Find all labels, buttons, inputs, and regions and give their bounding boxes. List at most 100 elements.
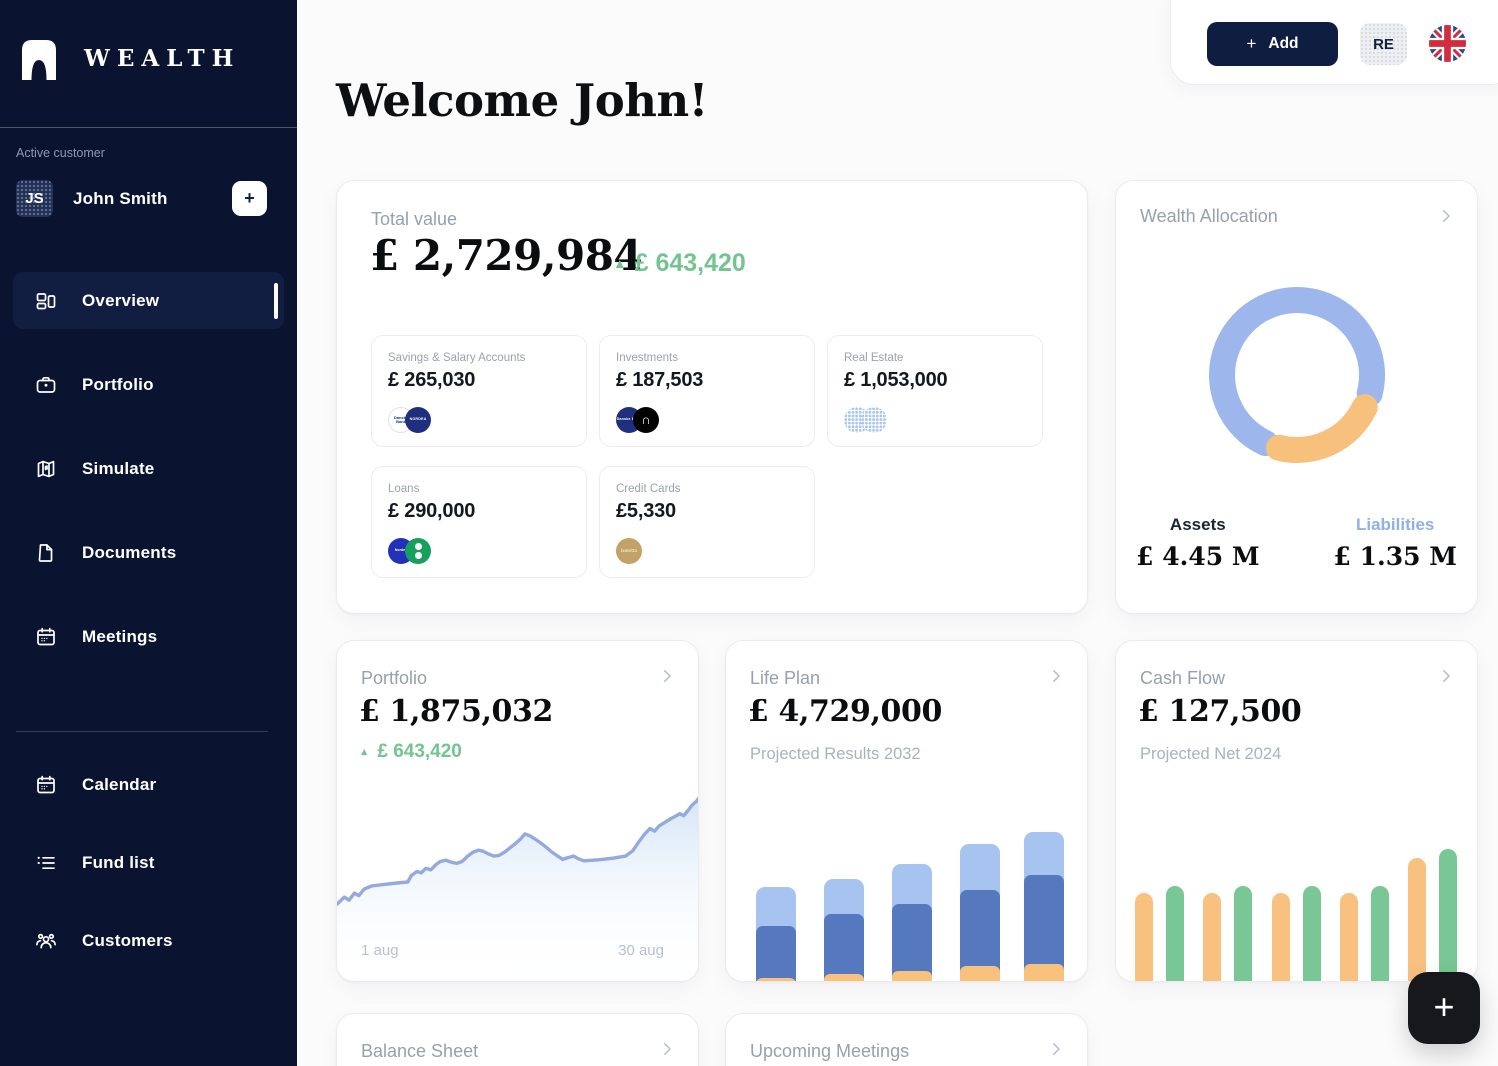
sidebar-item-customers[interactable]: Customers [13, 912, 284, 969]
sidebar-nav-primary: Overview Portfolio Simulate Documents Meetin… [0, 272, 297, 692]
delta-up-icon: ▲ [359, 746, 370, 758]
liabilities-label: Liabilities [1355, 515, 1435, 534]
wealth-allocation-chevron-icon[interactable] [1437, 207, 1455, 225]
bank-logo-icons: Nordea [388, 538, 431, 564]
account-card-savings-salary-accounts: Savings & Salary Accounts £ 265,030 Danske… [371, 335, 587, 447]
sidebar-item-calendar[interactable]: Calendar [13, 756, 284, 813]
customer-avatar: JS [16, 180, 53, 217]
uk-flag-icon[interactable] [1429, 25, 1466, 62]
account-label: Savings & Salary Accounts [388, 352, 526, 364]
bank-logo-icons: Danske Bank NORDEA [388, 407, 431, 433]
sidebar-item-simulate[interactable]: Simulate [13, 440, 284, 497]
customer-name: John Smith [73, 188, 168, 208]
portfolio-value: £ 1,875,032 [359, 694, 553, 729]
plus-icon: + [1433, 985, 1455, 1027]
liabilities-legend-item: Liabilities £ 1.35 M [1334, 515, 1457, 571]
account-card-investments: Investments £ 187,503 Danske Bank ∩ [599, 335, 815, 447]
header-actions-card: + Add RE [1170, 0, 1498, 85]
life-plan-stacked-bar-chart [756, 832, 1064, 981]
brand: WEALTH [16, 34, 240, 82]
bank-logo-icon [861, 407, 887, 433]
balance-sheet-chevron-icon[interactable] [658, 1040, 676, 1058]
life-plan-title: Life Plan [750, 668, 821, 688]
active-customer-label: Active customer [16, 146, 105, 160]
sidebar-item-label: Fund list [82, 852, 155, 872]
upcoming-meetings-card: Upcoming Meetings [725, 1013, 1088, 1066]
fab-add-button[interactable]: + [1408, 972, 1480, 1044]
active-customer-row: JS John Smith + [16, 180, 281, 217]
total-value-card: Total value £ 2,729,984 ▲ £ 643,420 Savi… [336, 180, 1088, 614]
sidebar-item-label: Meetings [82, 626, 158, 646]
liabilities-value: £ 1.35 M [1333, 542, 1457, 571]
cash-flow-bar-chart [1135, 849, 1457, 981]
document-icon [31, 538, 61, 568]
cash-flow-chevron-icon[interactable] [1437, 667, 1455, 685]
add-button-label: Add [1268, 35, 1299, 52]
life-plan-chevron-icon[interactable] [1047, 667, 1065, 685]
map-icon [31, 454, 61, 484]
sidebar-nav-secondary: Calendar Fund list Customers [0, 756, 297, 990]
account-label: Loans [388, 483, 420, 495]
add-button[interactable]: + Add [1207, 22, 1338, 66]
life-plan-value: £ 4,729,000 [748, 694, 942, 729]
sidebar-item-documents[interactable]: Documents [13, 524, 284, 581]
upcoming-meetings-title: Upcoming Meetings [750, 1041, 910, 1061]
cash-flow-value: £ 127,500 [1138, 694, 1302, 729]
sidebar-item-portfolio[interactable]: Portfolio [13, 356, 284, 413]
calendar-icon [31, 622, 61, 652]
page-title: Welcome John! [336, 74, 708, 127]
sidebar-item-meetings[interactable]: Meetings [13, 608, 284, 665]
balance-sheet-title: Balance Sheet [361, 1041, 479, 1061]
account-card-credit-cards: Credit Cards £5,330 bonviGo [599, 466, 815, 578]
portfolio-chevron-icon[interactable] [658, 667, 676, 685]
life-plan-card: Life Plan £ 4,729,000 Projected Results … [725, 640, 1088, 982]
account-label: Investments [616, 352, 678, 364]
sidebar-divider [0, 127, 297, 128]
balance-sheet-card: Balance Sheet [336, 1013, 699, 1066]
plus-icon: + [1246, 34, 1257, 53]
add-customer-button[interactable]: + [232, 181, 267, 216]
account-label: Real Estate [844, 352, 904, 364]
bank-logo-icons [844, 407, 887, 433]
assets-legend-item: Assets £ 4.45 M [1136, 515, 1259, 571]
sidebar-item-fund-list[interactable]: Fund list [13, 834, 284, 891]
x-axis-end-label: 30 aug [618, 942, 664, 959]
brand-name: WEALTH [84, 44, 241, 72]
bank-logo-icons: Danske Bank ∩ [616, 407, 659, 433]
x-axis-start-label: 1 aug [361, 942, 399, 959]
account-card-loans: Loans £ 290,000 Nordea [371, 466, 587, 578]
portfolio-delta: ▲ £ 643,420 [359, 741, 462, 763]
sidebar-item-label: Documents [82, 542, 177, 562]
total-value-label: Total value [371, 209, 458, 229]
calendar-icon [31, 770, 61, 800]
briefcase-icon [31, 370, 61, 400]
portfolio-delta-amount: £ 643,420 [377, 741, 462, 762]
profile-badge[interactable]: RE [1360, 23, 1407, 65]
sidebar-item-label: Overview [82, 290, 160, 310]
sidebar-item-label: Customers [82, 930, 173, 950]
cash-flow-subtitle: Projected Net 2024 [1140, 745, 1282, 763]
brand-logo-icon [22, 40, 56, 80]
bank-logo-icons: bonviGo [616, 538, 642, 564]
delta-up-icon: ▲ [613, 256, 627, 271]
assets-label: Assets [1169, 515, 1226, 534]
total-value-delta: ▲ £ 643,420 [613, 249, 746, 278]
account-value: £ 187,503 [616, 369, 704, 391]
wealth-allocation-card: Wealth Allocation Assets £ 4.45 M Liabil… [1115, 180, 1478, 614]
users-icon [31, 926, 61, 956]
accounts-grid: Savings & Salary Accounts £ 265,030 Danske… [371, 335, 1043, 578]
cash-flow-title: Cash Flow [1140, 668, 1226, 688]
wealth-allocation-title: Wealth Allocation [1140, 206, 1278, 226]
sidebar-item-label: Calendar [82, 774, 157, 794]
dashboard-icon [31, 286, 61, 316]
portfolio-area-chart [337, 796, 698, 981]
sidebar-item-label: Portfolio [82, 374, 154, 394]
allocation-legend: Assets £ 4.45 M Liabilities £ 1.35 M [1116, 515, 1477, 571]
sidebar-divider-2 [16, 731, 268, 732]
cash-flow-card: Cash Flow £ 127,500 Projected Net 2024 [1115, 640, 1478, 982]
bank-logo-icon [405, 538, 431, 564]
sidebar-item-overview[interactable]: Overview [13, 272, 284, 329]
upcoming-meetings-chevron-icon[interactable] [1047, 1040, 1065, 1058]
account-value: £5,330 [616, 500, 676, 522]
